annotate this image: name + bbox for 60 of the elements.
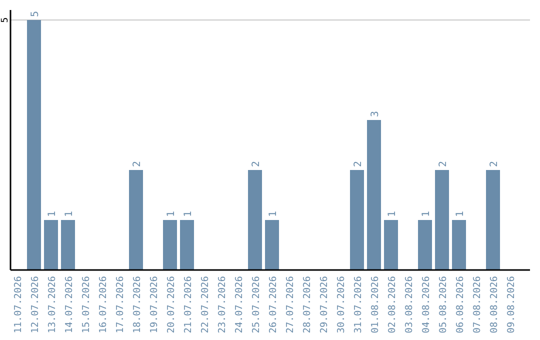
data-label: 2 [132, 160, 143, 167]
data-label: 2 [251, 160, 262, 167]
x-tick-label: 03.08.2026 [404, 276, 415, 334]
bar [350, 170, 364, 270]
bar [129, 170, 143, 270]
data-label: 1 [268, 210, 279, 217]
data-label: 1 [64, 210, 75, 217]
x-tick-label: 28.07.2026 [302, 276, 313, 334]
bar [384, 220, 398, 270]
bar [486, 170, 500, 270]
bar [180, 220, 194, 270]
x-tick-label: 06.08.2026 [455, 276, 466, 334]
bar [435, 170, 449, 270]
x-tick-label: 12.07.2026 [30, 276, 41, 334]
x-tick-label: 08.08.2026 [489, 276, 500, 334]
data-label: 5 [30, 10, 41, 17]
bar [418, 220, 432, 270]
x-tick-label: 22.07.2026 [200, 276, 211, 334]
x-tick-label: 24.07.2026 [234, 276, 245, 334]
x-tick-label: 19.07.2026 [149, 276, 160, 334]
data-label: 2 [489, 160, 500, 167]
bar [61, 220, 75, 270]
x-tick-label: 29.07.2026 [319, 276, 330, 334]
bar [163, 220, 177, 270]
x-tick-label: 11.07.2026 [13, 276, 24, 334]
x-tick-label: 16.07.2026 [98, 276, 109, 334]
x-tick-label: 04.08.2026 [421, 276, 432, 334]
data-label: 1 [47, 210, 58, 217]
x-tick-label: 07.08.2026 [472, 276, 483, 334]
x-tick-label: 30.07.2026 [336, 276, 347, 334]
x-tick-label: 31.07.2026 [353, 276, 364, 334]
data-label: 3 [370, 110, 381, 117]
x-tick-label: 01.08.2026 [370, 276, 381, 334]
bar [27, 20, 41, 270]
data-label: 1 [421, 210, 432, 217]
x-tick-label: 26.07.2026 [268, 276, 279, 334]
bar [248, 170, 262, 270]
bar [367, 120, 381, 270]
bar [265, 220, 279, 270]
x-tick-label: 14.07.2026 [64, 276, 75, 334]
data-label: 2 [353, 160, 364, 167]
x-tick-label: 02.08.2026 [387, 276, 398, 334]
data-label: 1 [166, 210, 177, 217]
bar [452, 220, 466, 270]
x-tick-label: 13.07.2026 [47, 276, 58, 334]
data-label: 2 [438, 160, 449, 167]
x-tick-label: 17.07.2026 [115, 276, 126, 334]
x-tick-label: 23.07.2026 [217, 276, 228, 334]
x-tick-label: 27.07.2026 [285, 276, 296, 334]
x-tick-label: 21.07.2026 [183, 276, 194, 334]
x-tick-label: 20.07.2026 [166, 276, 177, 334]
x-tick-label: 15.07.2026 [81, 276, 92, 334]
data-label: 1 [387, 210, 398, 217]
x-tick-label: 25.07.2026 [251, 276, 262, 334]
data-label: 1 [455, 210, 466, 217]
x-tick-label: 18.07.2026 [132, 276, 143, 334]
bar [44, 220, 58, 270]
data-label: 1 [183, 210, 194, 217]
x-tick-label: 05.08.2026 [438, 276, 449, 334]
x-tick-label: 09.08.2026 [506, 276, 517, 334]
